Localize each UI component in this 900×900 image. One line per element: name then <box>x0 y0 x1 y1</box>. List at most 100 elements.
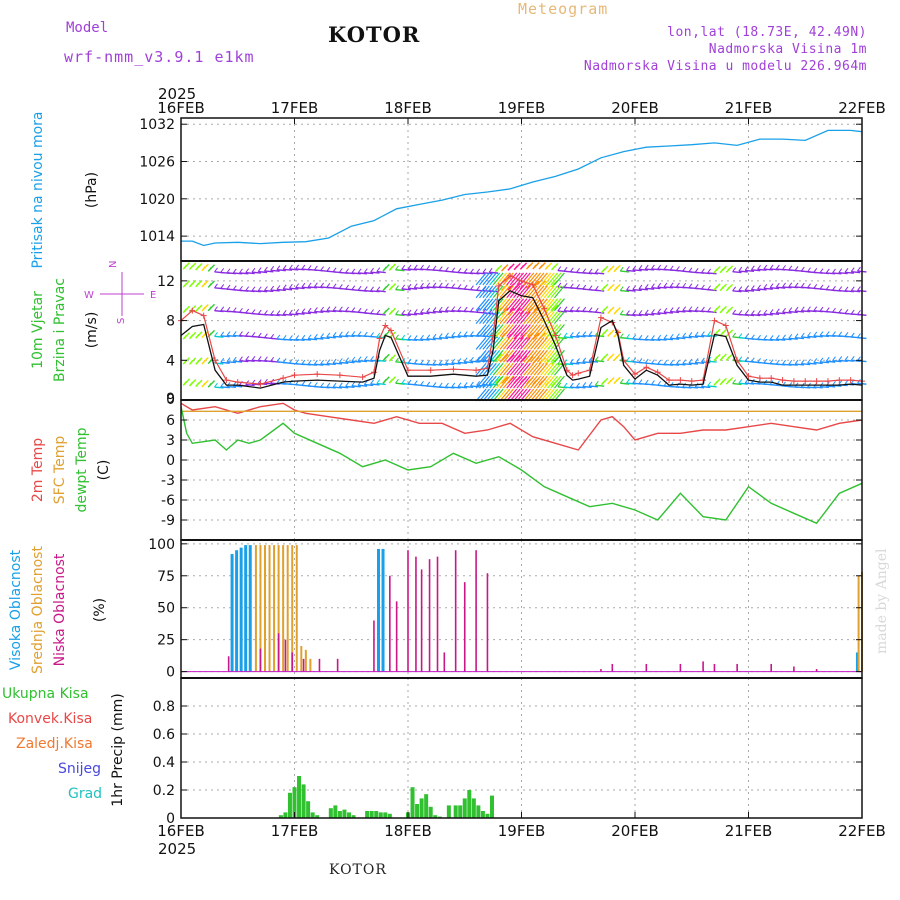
wind-barb <box>807 335 817 338</box>
precip-bar <box>333 805 338 818</box>
wind-barb <box>345 385 355 389</box>
wind-barb-flag <box>382 333 387 338</box>
pressure-axis-label: Pritisak na nivou mora <box>30 111 46 268</box>
cloud-bar <box>277 545 280 672</box>
wind-gust-point <box>569 372 576 379</box>
wind-barb-flag <box>345 382 349 387</box>
wind-barb-flag <box>201 333 206 338</box>
wind-barb <box>283 268 293 271</box>
wind-barb-flag <box>807 332 811 337</box>
wind-barb-flag <box>195 307 200 312</box>
wind-barb <box>395 269 405 272</box>
wind-barb-flag <box>601 380 605 385</box>
cloud-bar <box>259 545 262 672</box>
wind-barb-strong <box>513 298 525 312</box>
wind-barb-flag <box>832 331 836 336</box>
wind-barb-flag <box>594 268 599 274</box>
wind-barb-flag <box>182 282 187 288</box>
wind-barb <box>570 362 580 365</box>
wind-barb-flag <box>201 306 206 312</box>
wind-barb-flag <box>482 308 487 314</box>
wind-barb-flag <box>357 356 362 361</box>
wind-barb-flag <box>207 382 212 388</box>
wind-barb-strong <box>523 298 535 312</box>
wind-barb <box>333 335 343 338</box>
wind-barb-flag <box>407 264 412 270</box>
cloud-bar <box>736 663 738 672</box>
wind-barb <box>751 313 761 317</box>
wind-barb <box>582 361 592 364</box>
cloud-bar <box>248 545 252 672</box>
wind-barb-flag <box>476 380 481 386</box>
precip-bar <box>383 812 388 818</box>
wind-barb <box>576 361 586 365</box>
wind-gust-point <box>632 371 638 378</box>
wind-barb-strong <box>550 272 562 286</box>
wind-barb-flag <box>838 308 843 314</box>
wind-barb <box>214 362 224 365</box>
wind-barb-flag <box>388 285 393 291</box>
wind-barb-flag <box>201 359 206 365</box>
wind-barb-strong <box>479 298 490 312</box>
wind-barb-flag <box>470 307 474 312</box>
wind-barb <box>813 386 823 389</box>
wind-barb-strong <box>536 362 548 376</box>
wind-barb-flag <box>445 332 449 338</box>
wind-barb-strong <box>550 362 562 376</box>
wind-barb-strong <box>485 375 497 389</box>
y-tick-clouds: 25 <box>157 633 175 649</box>
wind-barb <box>620 270 630 273</box>
wind-barb-flag <box>326 359 331 364</box>
wind-barb <box>295 312 305 315</box>
wind-barb <box>451 362 461 365</box>
wind-barb <box>345 334 355 338</box>
wind-barb-flag <box>494 332 499 338</box>
cloud-bar <box>268 545 271 672</box>
wind-barb-flag <box>426 359 431 365</box>
wind-barb-strong <box>509 285 521 299</box>
wind-barb-strong <box>523 337 535 350</box>
wind-gust-point <box>768 375 775 382</box>
wind-barb-strong <box>513 349 525 363</box>
wind-barb-flag <box>563 382 568 388</box>
wind-barb-flag <box>363 356 368 361</box>
wind-barb-strong <box>509 311 521 324</box>
wind-barb-flag <box>301 264 306 270</box>
wind-barb-flag <box>413 359 418 364</box>
wind-barb-flag <box>644 283 649 289</box>
wind-barb-flag <box>370 379 374 385</box>
wind-barb-flag <box>295 335 300 340</box>
wind-barb-flag <box>651 309 655 314</box>
wind-barb-flag <box>651 264 655 270</box>
wind-barb-flag <box>813 306 818 312</box>
wind-barb-flag <box>719 286 724 291</box>
wind-barb <box>314 363 324 366</box>
wind-barb <box>489 271 499 274</box>
wind-barb <box>283 313 293 316</box>
wind-barb-flag <box>445 359 449 364</box>
wind-barb-strong <box>475 375 487 389</box>
precip-bar <box>337 811 342 818</box>
wind-barb-flag <box>638 379 643 384</box>
wind-barb-flag <box>838 286 843 291</box>
wind-barb-flag <box>732 332 737 338</box>
wind-barb-flag <box>744 285 749 291</box>
wind-barb-flag <box>576 268 580 273</box>
wind-barb <box>320 363 330 366</box>
wind-barb-flag <box>232 285 237 291</box>
wind-barb <box>794 336 805 340</box>
x-tick-top: 19FEB <box>498 99 545 117</box>
cloud-bar <box>227 656 230 672</box>
wind-barb <box>308 338 318 341</box>
wind-barb-strong <box>479 311 490 324</box>
wind-barb-flag <box>420 308 424 314</box>
wind-barb <box>426 338 436 341</box>
wind-barb <box>464 385 474 389</box>
wind-barb-flag <box>775 264 780 270</box>
wind-barb-strong <box>523 324 535 337</box>
wind-barb-flag <box>632 285 637 290</box>
wind-barb-flag <box>438 306 443 312</box>
wind-barb <box>376 382 386 386</box>
wind-barb <box>801 362 811 366</box>
